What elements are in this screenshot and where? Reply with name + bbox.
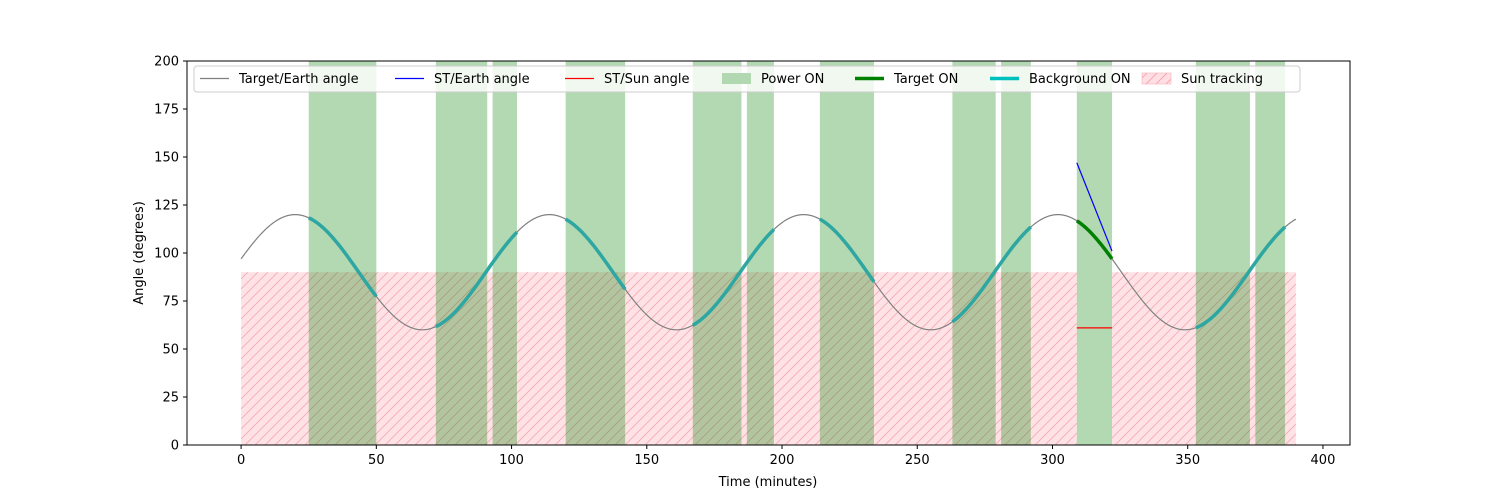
- legend-label-1: ST/Earth angle: [434, 72, 530, 87]
- power-on-span-6: [819, 61, 874, 445]
- y-axis-label: Angle (degrees): [132, 201, 147, 305]
- x-tick-label-0: 0: [237, 453, 245, 468]
- legend-label-6: Sun tracking: [1181, 72, 1263, 87]
- y-tick-label-25: 25: [162, 391, 179, 406]
- y-tick-label-0: 0: [171, 439, 179, 454]
- x-tick-label-350: 350: [1175, 453, 1200, 468]
- x-tick-label-50: 50: [368, 453, 385, 468]
- legend-swatch-3: [722, 73, 751, 84]
- y-tick-label-75: 75: [162, 295, 179, 310]
- x-tick-label-250: 250: [905, 453, 930, 468]
- legend-entry-6: Sun tracking: [1141, 72, 1263, 87]
- series-layer: [240, 162, 1297, 331]
- x-tick-label-400: 400: [1311, 453, 1336, 468]
- background-on-segment-4: [819, 217, 876, 283]
- legend-entry-2: ST/Sun angle: [565, 72, 690, 87]
- power-on-span-3: [565, 61, 626, 445]
- legend-swatch-6: [1141, 72, 1172, 85]
- y-tick-label-175: 175: [154, 103, 179, 118]
- legend-entry-1: ST/Earth angle: [395, 72, 530, 87]
- background-on-segment-6: [1195, 225, 1287, 330]
- legend-label-0: Target/Earth angle: [238, 72, 359, 87]
- legend-label-3: Power ON: [761, 72, 824, 87]
- background-on-segment-1: [435, 230, 519, 329]
- legend-label-4: Target ON: [893, 72, 958, 87]
- background-on-segment-3: [691, 228, 776, 327]
- power-on-span-11: [1255, 61, 1286, 445]
- background-on-segment-5: [951, 225, 1033, 324]
- sun-tracking-layer: [241, 272, 1296, 445]
- legend-label-2: ST/Sun angle: [604, 72, 690, 87]
- x-tick-label-300: 300: [1040, 453, 1065, 468]
- y-tick-label-200: 200: [154, 55, 179, 70]
- y-tick-label-125: 125: [154, 199, 179, 214]
- legend: Target/Earth angle ST/Earth angle ST/Sun a…: [193, 65, 1301, 93]
- y-tick-label-100: 100: [154, 247, 179, 262]
- legend-entry-3: Power ON: [722, 72, 824, 87]
- y-tick-label-150: 150: [154, 151, 179, 166]
- power-on-span-8: [1001, 61, 1031, 445]
- x-axis-label: Time (minutes): [718, 475, 818, 490]
- y-tick-label-50: 50: [162, 343, 179, 358]
- power-on-span-1: [435, 61, 488, 445]
- axes-layer: 0 50 100 150 200 250 300 350 400 0 25 50 75 100 125 150…: [154, 55, 1335, 469]
- power-on-span-10: [1195, 61, 1250, 445]
- legend-label-5: Background ON: [1029, 72, 1131, 87]
- power-on-span-2: [492, 61, 517, 445]
- power-on-span-4: [692, 61, 742, 445]
- power-on-layer: [308, 61, 1286, 445]
- target-on-segment-0: [1075, 219, 1114, 260]
- background-on-segment-0: [307, 216, 378, 298]
- x-tick-label-200: 200: [770, 453, 795, 468]
- power-on-span-5: [746, 61, 774, 445]
- x-tick-label-150: 150: [634, 453, 659, 468]
- legend-entry-0: Target/Earth angle: [200, 72, 359, 87]
- legend-entry-4: Target ON: [855, 72, 958, 87]
- power-on-span-7: [952, 61, 996, 445]
- st-earth-angle-line: [1076, 162, 1113, 252]
- legend-entry-5: Background ON: [990, 72, 1131, 87]
- x-tick-label-100: 100: [499, 453, 524, 468]
- background-on-segment-2: [564, 217, 627, 291]
- power-on-span-0: [308, 61, 377, 445]
